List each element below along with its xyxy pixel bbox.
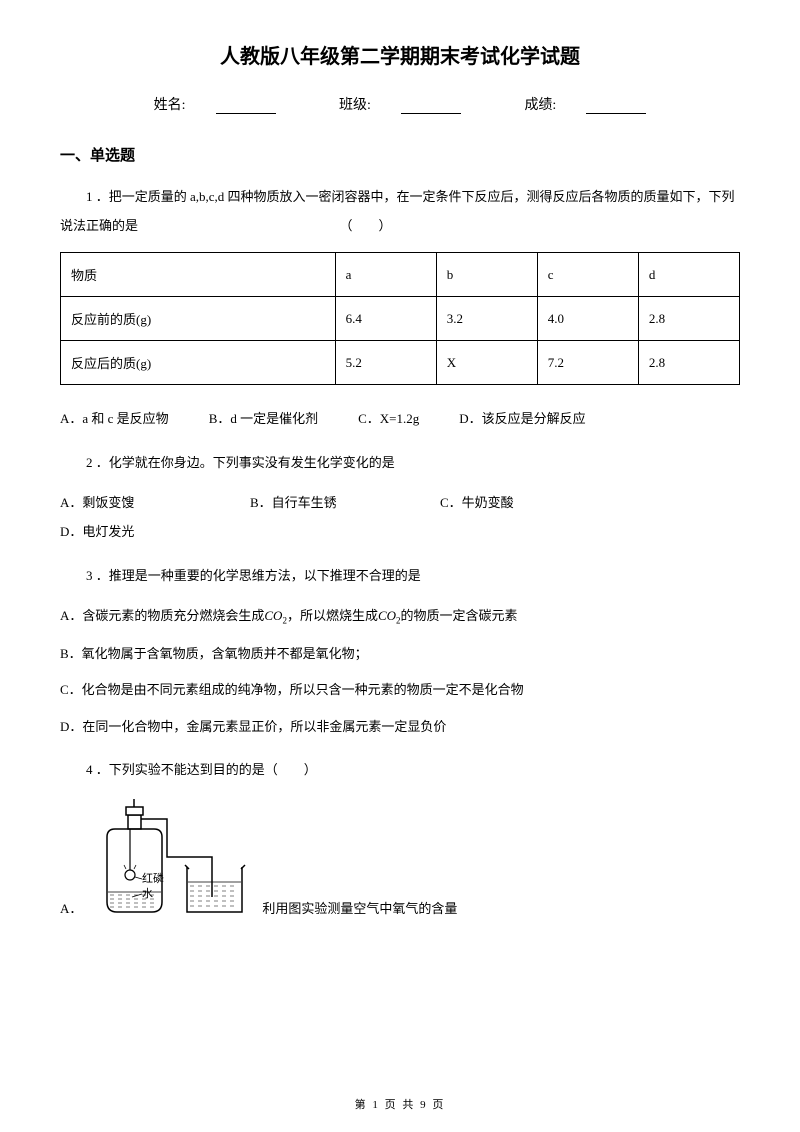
question-3-text: 3 ．推理是一种重要的化学思维方法，以下推理不合理的是 [60,562,740,591]
option-b: B．氧化物属于含氧物质，含氧物质并不都是氧化物； [60,640,740,669]
table-cell: a [335,253,436,297]
option-d: D．该反应是分解反应 [459,405,585,434]
table-cell: 6.4 [335,297,436,341]
table-cell: 3.2 [436,297,537,341]
table-cell: 7.2 [537,341,638,385]
question-2-text: 2 ．化学就在你身边。下列事实没有发生化学变化的是 [60,449,740,478]
table-row: 反应前的质(g) 6.4 3.2 4.0 2.8 [61,297,740,341]
option-a: A．a 和 c 是反应物 [60,405,169,434]
question-4-option-a: A． 红磷 水 利用图实验测 [60,797,740,927]
student-info-line: 姓名: 班级: 成绩: [60,94,740,114]
question-2-options: A．剩饭变馊 B．自行车生锈 C．牛奶变酸 D．电灯发光 [60,489,740,546]
table-cell: 物质 [61,253,336,297]
table-cell: 反应前的质(g) [61,297,336,341]
option-b: B．自行车生锈 [250,489,400,518]
page-footer: 第 1 页 共 9 页 [0,1096,800,1112]
option-c: C．X=1.2g [358,405,419,434]
class-label: 班级: [324,98,476,113]
table-cell: c [537,253,638,297]
option-c: C．化合物是由不同元素组成的纯净物，所以只含一种元素的物质一定不是化合物 [60,676,740,705]
table-cell: b [436,253,537,297]
table-cell: 反应后的质(g) [61,341,336,385]
table-cell: X [436,341,537,385]
question-4-text: 4 ．下列实验不能达到目的的是（ ） [60,756,740,785]
option-a-text: 利用图实验测量空气中氧气的含量 [262,898,457,917]
question-1-table: 物质 a b c d 反应前的质(g) 6.4 3.2 4.0 2.8 反应后的… [60,252,740,385]
option-d: D．电灯发光 [60,518,134,547]
option-d: D．在同一化合物中，金属元素显正价，所以非金属元素一定显负价 [60,713,740,742]
table-cell: d [638,253,739,297]
table-row: 反应后的质(g) 5.2 X 7.2 2.8 [61,341,740,385]
option-a-label: A． [60,898,82,917]
option-b: B．d 一定是催化剂 [209,405,318,434]
table-cell: 2.8 [638,297,739,341]
option-a: A．剩饭变馊 [60,489,210,518]
table-cell: 4.0 [537,297,638,341]
apparatus-diagram: 红磷 水 [82,797,262,927]
name-label: 姓名: [139,98,291,113]
question-1-options: A．a 和 c 是反应物 B．d 一定是催化剂 C．X=1.2g D．该反应是分… [60,405,740,434]
table-cell: 2.8 [638,341,739,385]
red-phosphorus-label: 红磷 [142,872,164,885]
question-1-text: 1 ．把一定质量的 a,b,c,d 四种物质放入一密闭容器中，在一定条件下反应后… [60,183,740,240]
option-c: C．牛奶变酸 [440,489,590,518]
water-label: 水 [142,887,153,900]
question-3-options: A．含碳元素的物质充分燃烧会生成CO2，所以燃烧生成CO2的物质一定含碳元素 B… [60,602,740,741]
score-label: 成绩: [509,98,661,113]
page-title: 人教版八年级第二学期期末考试化学试题 [60,40,740,69]
option-a: A．含碳元素的物质充分燃烧会生成CO2，所以燃烧生成CO2的物质一定含碳元素 [60,602,740,631]
table-row: 物质 a b c d [61,253,740,297]
section-1-header: 一、单选题 [60,144,740,165]
table-cell: 5.2 [335,341,436,385]
